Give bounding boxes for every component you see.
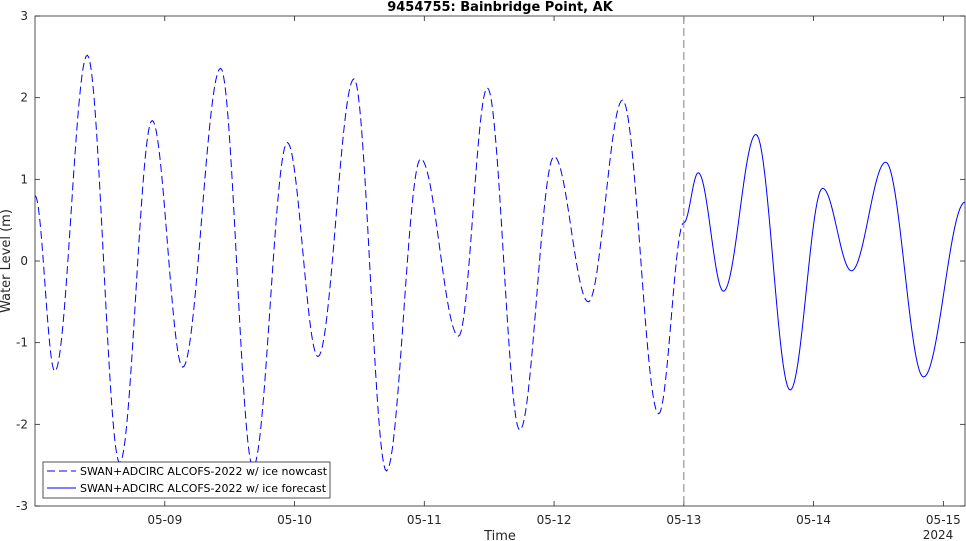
legend-entry-nowcast: SWAN+ADCIRC ALCOFS-2022 w/ ice nowcast [80,465,328,478]
plot-area [34,15,966,507]
x-tick-label: 05-09 [147,513,182,527]
x-tick-label: 05-10 [277,513,312,527]
series-line-forecast [683,133,966,391]
y-tick-label: 2 [20,91,28,105]
chart-title: 9454755: Bainbridge Point, AK [387,0,613,15]
series-line-nowcast [34,54,685,472]
x-tick-label: 05-11 [407,513,442,527]
x-tick-label: 05-15 [926,513,961,527]
y-tick-label: -2 [16,417,28,431]
y-tick-label: 0 [20,254,28,268]
x-axis-year-label: 2024 [923,528,954,541]
y-tick-label: 1 [20,172,28,186]
series-lines [34,54,966,472]
x-tick-label: 05-12 [537,513,572,527]
x-axis-label: Time [483,529,516,541]
legend: SWAN+ADCIRC ALCOFS-2022 w/ ice nowcast S… [42,461,331,499]
legend-entry-forecast: SWAN+ADCIRC ALCOFS-2022 w/ ice forecast [80,482,327,495]
y-tick-label: -3 [16,499,28,513]
y-tick-label: -1 [16,336,28,350]
legend-box [42,461,331,499]
x-tick-label: 05-14 [796,513,831,527]
x-tick-label: 05-13 [666,513,701,527]
y-axis-label: Water Level (m) [0,209,14,313]
axis-ticks: -3 -2 -1 0 1 2 3 05-09 05-10 05-11 05-12 05-13 05-14… [16,9,965,527]
y-tick-label: 3 [20,9,28,23]
